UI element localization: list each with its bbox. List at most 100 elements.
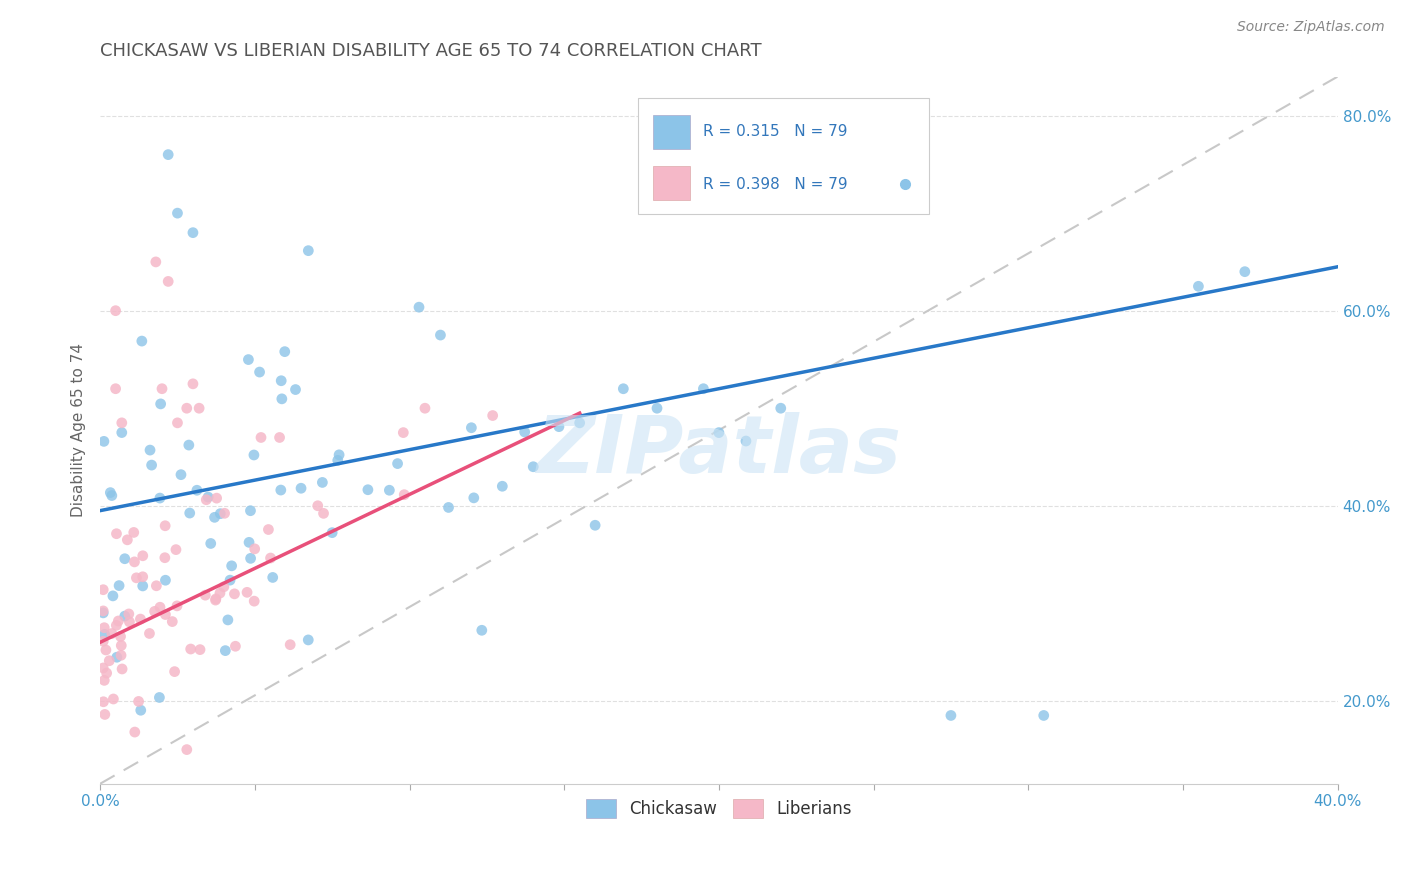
Point <box>326 453 349 467</box>
Point <box>209 507 232 521</box>
Point <box>221 558 243 573</box>
Point <box>1187 279 1209 293</box>
FancyBboxPatch shape <box>638 98 929 214</box>
Point <box>217 613 239 627</box>
Point <box>195 492 218 507</box>
Point <box>463 491 485 505</box>
Point <box>939 708 962 723</box>
Point <box>163 665 186 679</box>
Point <box>181 226 204 240</box>
Point <box>224 587 246 601</box>
Point <box>378 483 401 498</box>
Point <box>132 549 155 563</box>
Point <box>583 518 606 533</box>
Point <box>186 483 208 498</box>
Point <box>91 661 114 675</box>
Point <box>270 483 292 497</box>
Point <box>118 607 141 621</box>
Point <box>176 401 198 416</box>
Point <box>205 591 228 606</box>
Point <box>243 541 266 556</box>
Point <box>122 525 145 540</box>
Point <box>114 609 136 624</box>
Point <box>111 416 134 430</box>
Point <box>157 274 180 288</box>
Point <box>101 489 124 503</box>
Point <box>219 573 242 587</box>
Point <box>707 425 730 440</box>
Point <box>111 662 134 676</box>
Point <box>238 535 260 549</box>
Point <box>1032 708 1054 723</box>
Point <box>107 614 129 628</box>
Point <box>149 491 172 505</box>
Point <box>270 374 292 388</box>
Point <box>311 475 333 490</box>
Point <box>179 506 201 520</box>
Point <box>769 401 792 416</box>
Point <box>124 555 146 569</box>
Point <box>176 742 198 756</box>
Point <box>110 648 132 663</box>
Point <box>460 421 482 435</box>
Point <box>103 692 125 706</box>
Point <box>118 615 141 629</box>
Point <box>93 673 115 688</box>
Point <box>387 457 409 471</box>
Legend: Chickasaw, Liberians: Chickasaw, Liberians <box>579 792 859 825</box>
Point <box>645 401 668 416</box>
Point <box>98 485 121 500</box>
Point <box>139 443 162 458</box>
Point <box>429 328 451 343</box>
Point <box>155 607 177 622</box>
Point <box>257 523 280 537</box>
Point <box>270 392 292 406</box>
Point <box>1233 265 1256 279</box>
Point <box>437 500 460 515</box>
Point <box>162 615 184 629</box>
Point <box>93 695 115 709</box>
Point <box>125 571 148 585</box>
Point <box>188 401 211 416</box>
Point <box>204 510 226 524</box>
FancyBboxPatch shape <box>654 115 690 149</box>
Point <box>208 586 231 600</box>
Point <box>205 491 228 505</box>
Point <box>153 550 176 565</box>
Point <box>522 459 544 474</box>
Point <box>98 654 121 668</box>
Point <box>170 467 193 482</box>
Point <box>145 579 167 593</box>
Text: R = 0.398   N = 79: R = 0.398 N = 79 <box>703 177 848 192</box>
Point <box>129 703 152 717</box>
Point <box>111 425 134 440</box>
Point <box>108 578 131 592</box>
Point <box>91 606 114 620</box>
Point <box>105 650 128 665</box>
Point <box>249 365 271 379</box>
Point <box>188 642 211 657</box>
Point <box>148 690 170 705</box>
Point <box>548 419 571 434</box>
Point <box>214 506 236 520</box>
Point <box>177 438 200 452</box>
Point <box>212 580 235 594</box>
Point <box>149 397 172 411</box>
Point <box>101 589 124 603</box>
Point <box>321 525 343 540</box>
Point <box>243 594 266 608</box>
Point <box>290 481 312 495</box>
Point <box>143 604 166 618</box>
Point <box>392 425 415 440</box>
Point <box>166 416 188 430</box>
Point <box>94 707 117 722</box>
Point <box>128 694 150 708</box>
Point <box>224 640 246 654</box>
Point <box>408 300 430 314</box>
Point <box>155 573 177 587</box>
Point <box>236 585 259 599</box>
Point <box>91 634 114 648</box>
Point <box>278 638 301 652</box>
Point <box>132 579 155 593</box>
Point <box>197 490 219 504</box>
